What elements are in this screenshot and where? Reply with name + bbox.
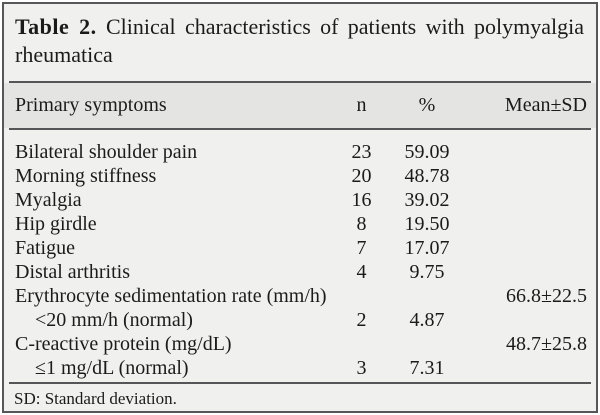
cell-percent: 39.02 [404, 189, 450, 211]
cell-symptom: Morning stiffness [15, 165, 157, 187]
cell-mean-sd: 66.8±22.5 [506, 285, 587, 307]
table-row: Myalgia 16 39.02 [4, 188, 596, 212]
divider-top [9, 81, 591, 83]
table-row: ≤1 mg/dL (normal) 3 7.31 [4, 356, 596, 380]
cell-n: 23 [351, 141, 372, 163]
cell-n: 16 [351, 189, 372, 211]
cell-symptom: C-reactive protein (mg/dL) [15, 333, 232, 355]
table-row: Distal arthritis 4 9.75 [4, 260, 596, 284]
cell-symptom: Hip girdle [15, 213, 97, 235]
table-footnote: SD: Standard deviation. [14, 389, 177, 408]
table-row: Hip girdle 8 19.50 [4, 212, 596, 236]
cell-n: 3 [356, 357, 367, 379]
table-row: Erythrocyte sedimentation rate (mm/h) 66… [4, 284, 596, 308]
cell-symptom: Erythrocyte sedimentation rate (mm/h) [15, 285, 327, 307]
table-title-label: Table 2. [15, 14, 97, 39]
header-percent: % [418, 94, 436, 116]
cell-percent: 17.07 [404, 237, 450, 259]
cell-percent: 4.87 [409, 309, 445, 331]
header-mean-sd: Mean±SD [504, 94, 587, 116]
cell-symptom: ≤1 mg/dL (normal) [35, 357, 189, 379]
cell-percent: 59.09 [404, 141, 450, 163]
table-header-row: Primary symptoms n % Mean±SD [4, 83, 596, 128]
cell-percent: 19.50 [404, 213, 450, 235]
cell-mean-sd: 48.7±25.8 [506, 333, 587, 355]
header-primary-symptoms: Primary symptoms [15, 94, 167, 116]
cell-symptom: Bilateral shoulder pain [15, 141, 198, 163]
header-n: n [356, 94, 367, 116]
cell-n: 20 [351, 165, 372, 187]
cell-symptom: Fatigue [15, 237, 75, 259]
cell-n: 8 [356, 213, 367, 235]
table-row: Bilateral shoulder pain 23 59.09 [4, 140, 596, 164]
divider-footnote [9, 382, 591, 384]
divider-header [9, 128, 591, 130]
table-row: Morning stiffness 20 48.78 [4, 164, 596, 188]
cell-n: 2 [356, 309, 367, 331]
table-row: Fatigue 7 17.07 [4, 236, 596, 260]
cell-symptom: Distal arthritis [15, 261, 130, 283]
table-title-text: Clinical characteristics of patients wit… [15, 14, 584, 67]
cell-symptom: <20 mm/h (normal) [35, 309, 193, 331]
cell-symptom: Myalgia [15, 189, 82, 211]
cell-n: 4 [356, 261, 367, 283]
table-row: C-reactive protein (mg/dL) 48.7±25.8 [4, 332, 596, 356]
cell-percent: 7.31 [409, 357, 445, 379]
cell-percent: 48.78 [404, 165, 450, 187]
cell-percent: 9.75 [409, 261, 445, 283]
table-row: <20 mm/h (normal) 2 4.87 [4, 308, 596, 332]
table-body: Bilateral shoulder pain 23 59.09 Morning… [4, 130, 596, 382]
table-title: Table 2. Clinical characteristics of pat… [4, 4, 596, 81]
cell-n: 7 [356, 237, 367, 259]
